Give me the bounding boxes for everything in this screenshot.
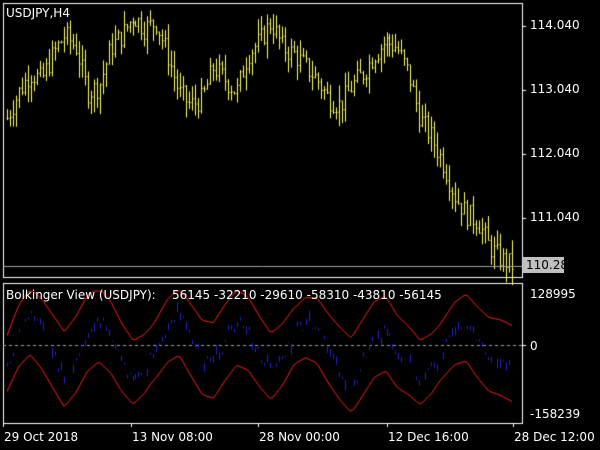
price-axis-label: 112.040	[530, 146, 580, 160]
time-axis-label: 13 Nov 08:00	[132, 430, 213, 444]
indicator-axis-bottom: -158239	[530, 407, 581, 421]
time-axis-label: 28 Dec 12:00	[514, 430, 595, 444]
time-axis-label: 29 Oct 2018	[4, 430, 79, 444]
time-axis-label: 28 Nov 00:00	[259, 430, 340, 444]
last-price-tag: 110.285	[522, 257, 576, 273]
chart-symbol-label: USDJPY,H4	[6, 6, 70, 20]
indicator-axis-zero: 0	[530, 339, 538, 353]
indicator-values: 56145 -32210 -29610 -58310 -43810 -56145	[172, 288, 442, 302]
time-axis-label: 12 Dec 16:00	[388, 430, 469, 444]
price-axis-label: 113.040	[530, 82, 580, 96]
price-axis-label: 114.040	[530, 18, 580, 32]
price-axis-label: 111.040	[530, 210, 580, 224]
indicator-name: Bolkinger View (USDJPY):	[6, 288, 156, 302]
indicator-axis-top: 128995	[530, 287, 576, 301]
